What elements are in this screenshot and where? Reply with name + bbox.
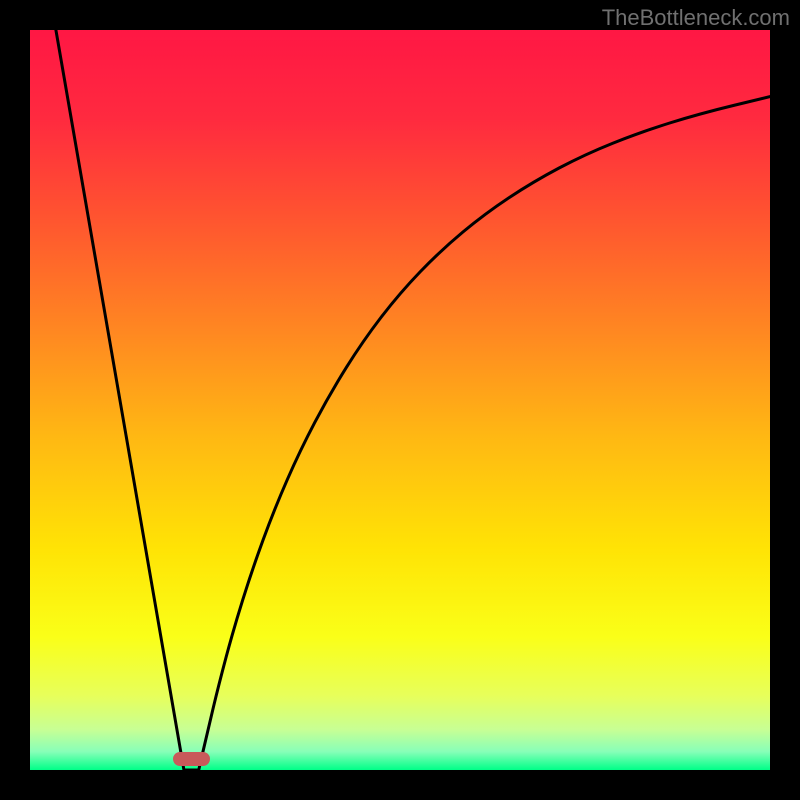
chart-container: TheBottleneck.com [0,0,800,800]
plot-area [30,30,770,770]
watermark-text: TheBottleneck.com [602,5,790,31]
optimal-marker [173,752,210,766]
bottleneck-curve [30,30,770,770]
